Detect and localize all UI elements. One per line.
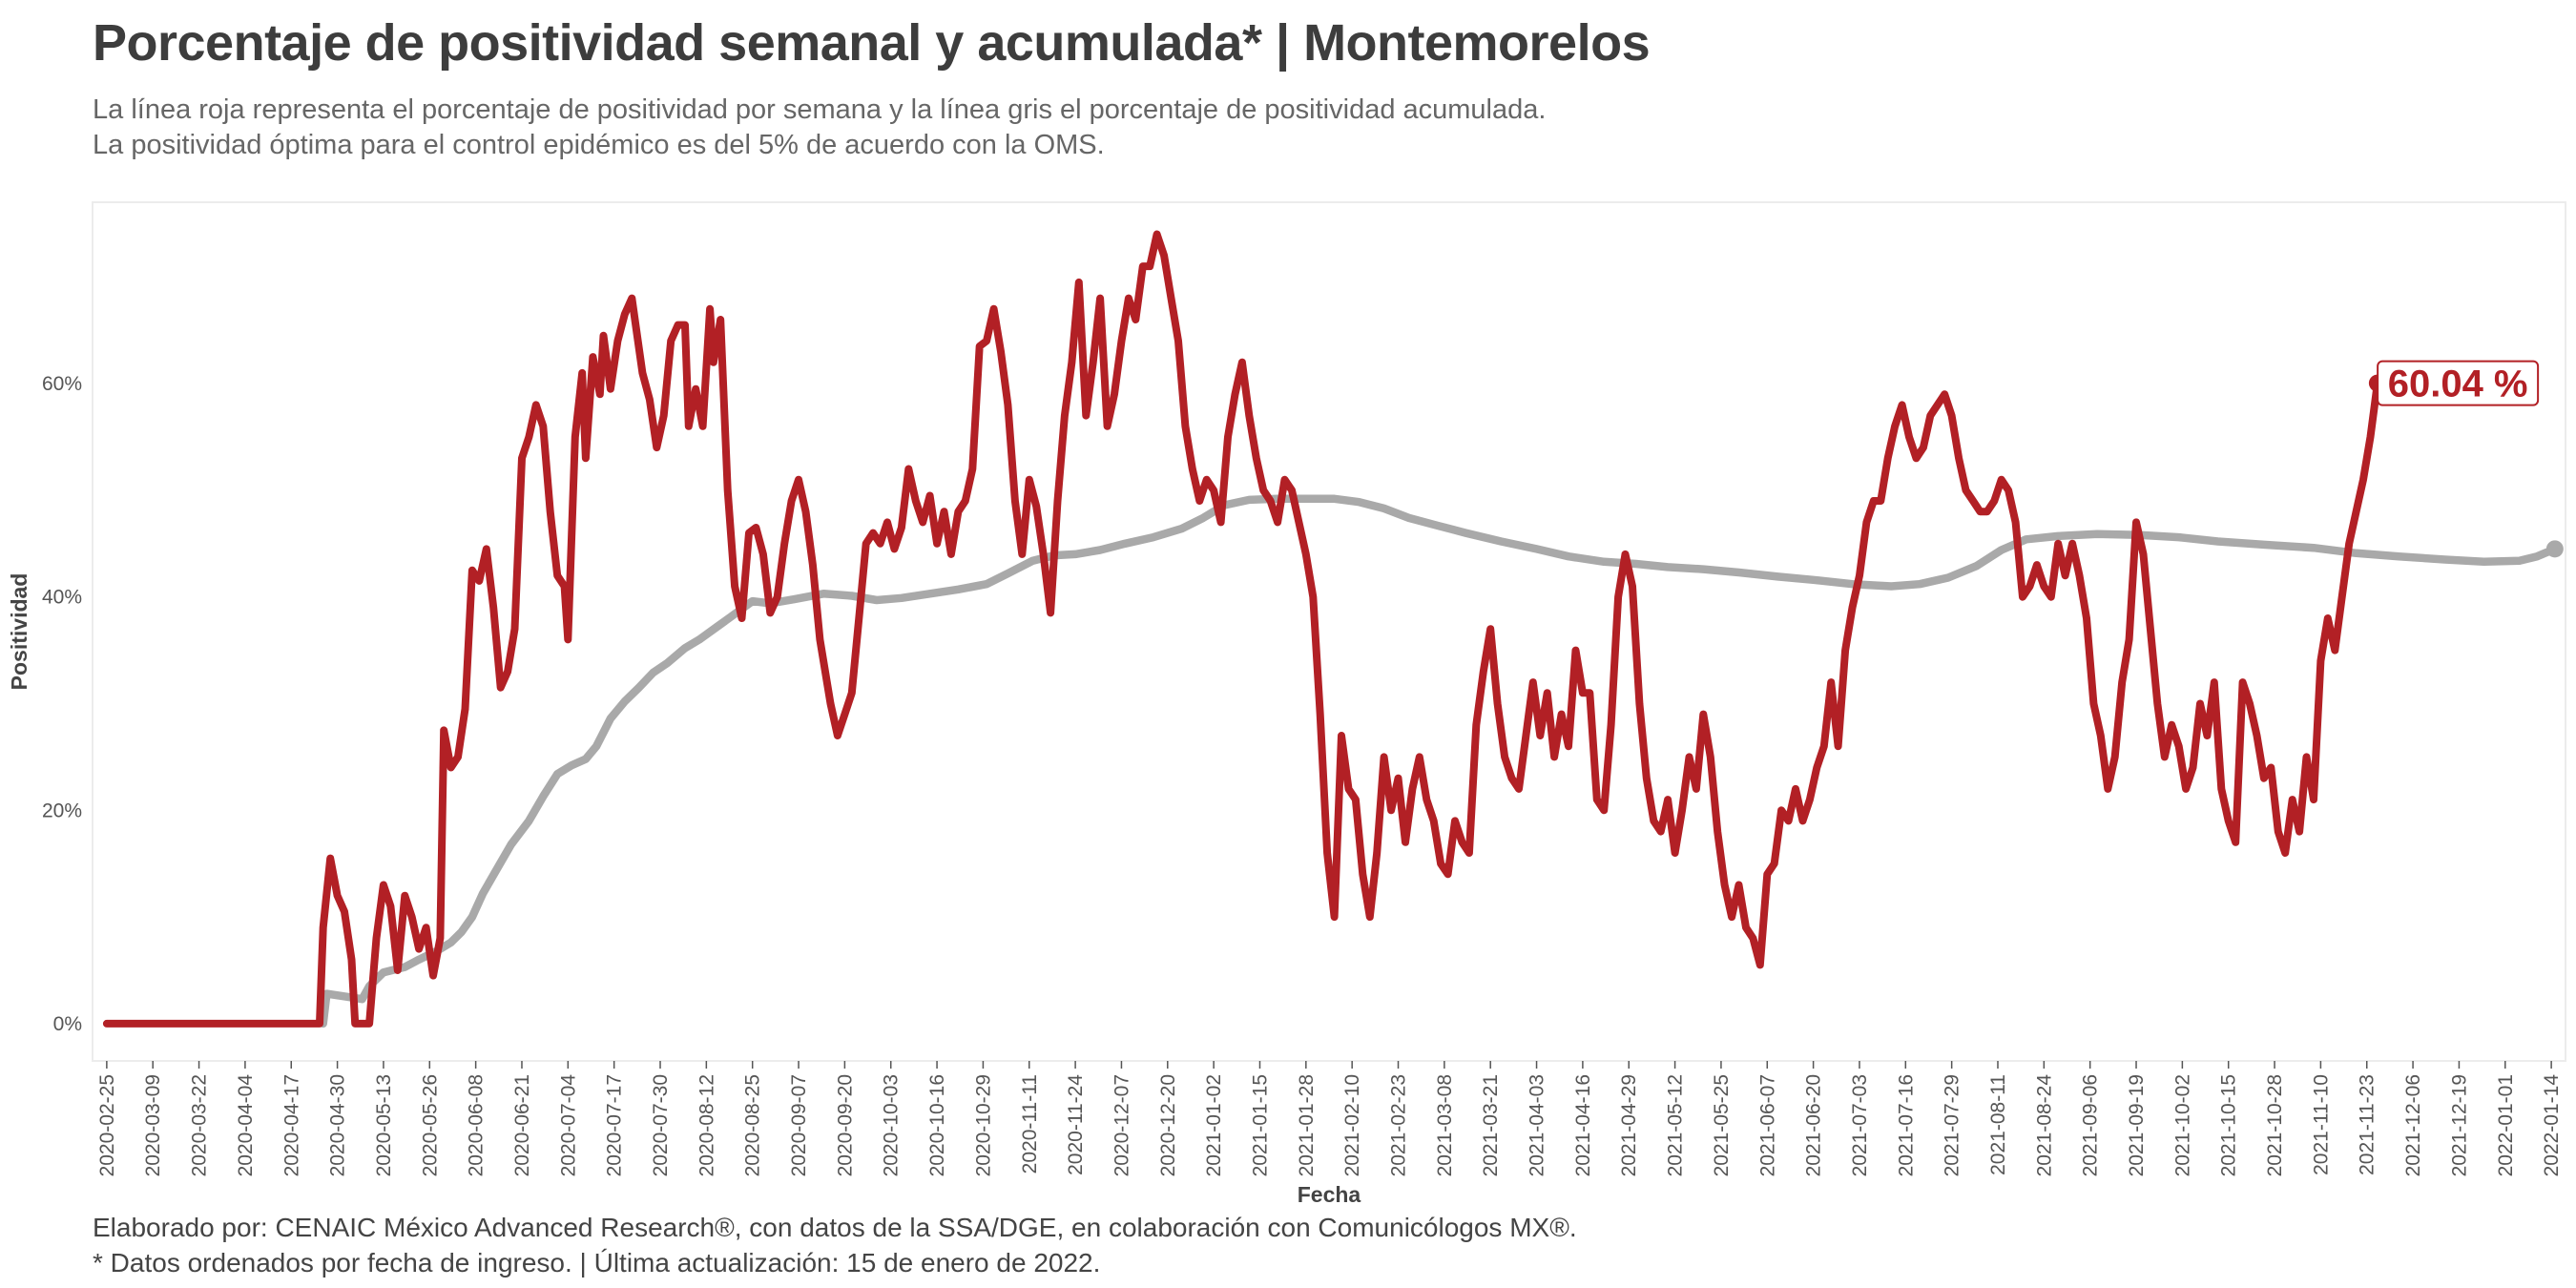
end-label-text: 60.04 % [2388, 364, 2528, 405]
x-tick-label: 2020-03-22 [189, 1074, 211, 1176]
x-tick-label: 2021-01-15 [1249, 1074, 1271, 1176]
x-tick-label: 2021-06-07 [1756, 1074, 1778, 1176]
x-tick-label: 2021-12-19 [2448, 1074, 2470, 1176]
x-tick-label: 2021-02-23 [1388, 1074, 1410, 1176]
y-axis: 0% 20% 40% 60% [42, 373, 82, 1035]
chart-subtitle: La línea roja representa el porcentaje d… [93, 93, 1546, 163]
subtitle-line-2: La positividad óptima para el control ep… [93, 130, 1105, 160]
x-tick-label: 2020-09-20 [834, 1074, 856, 1176]
x-tick-label: 2020-10-29 [972, 1074, 994, 1176]
series-line-semanal [102, 230, 2381, 1028]
x-tick-label: 2020-03-09 [142, 1074, 164, 1176]
x-tick-label: 2021-12-06 [2402, 1074, 2424, 1176]
x-tick-label: 2020-04-17 [280, 1074, 302, 1176]
x-tick-label: 2020-11-24 [1065, 1074, 1087, 1175]
x-tick-label: 2020-07-30 [650, 1074, 672, 1176]
x-tick-label: 2020-07-17 [604, 1074, 626, 1176]
x-tick-label: 2020-04-04 [235, 1074, 257, 1177]
x-tick-label: 2021-06-20 [1803, 1074, 1825, 1176]
x-tick-label: 2020-05-13 [373, 1074, 395, 1176]
x-tick-label: 2021-04-29 [1618, 1074, 1640, 1176]
end-label-box [2377, 360, 2540, 406]
x-tick-label: 2021-03-21 [1480, 1074, 1502, 1176]
x-tick-label: 2020-02-25 [96, 1074, 118, 1176]
chart-title: Porcentaje de positividad semanal y acum… [93, 14, 1651, 72]
x-tick-label: 2021-02-10 [1341, 1074, 1363, 1176]
x-axis: 2020-02-25 2020-03-09 2020-03-22 2020-04-04… [96, 1061, 2563, 1176]
x-tick-label: 2021-11-23 [2357, 1074, 2379, 1175]
x-tick-label: 2021-10-15 [2218, 1074, 2240, 1176]
x-tick-label: 2021-11-10 [2310, 1074, 2332, 1175]
x-tick-label: 2021-01-02 [1203, 1074, 1225, 1176]
y-tick-label: 60% [42, 373, 82, 395]
x-tick-label: 2020-10-03 [881, 1074, 903, 1176]
x-tick-label: 2020-08-25 [742, 1074, 764, 1176]
x-tick-label: 2021-10-28 [2264, 1074, 2286, 1176]
x-tick-label: 2021-09-06 [2080, 1074, 2102, 1176]
x-tick-label: 2021-08-24 [2033, 1074, 2055, 1177]
x-tick-label: 2021-05-12 [1665, 1074, 1687, 1176]
series-end-point-acumulada [2545, 540, 2564, 558]
x-tick-label: 2021-04-16 [1572, 1074, 1594, 1176]
x-tick-label: 2020-07-04 [557, 1074, 579, 1177]
x-tick-label: 2020-08-12 [696, 1074, 717, 1176]
y-axis-title: Positividad [7, 573, 31, 691]
x-tick-label: 2022-01-01 [2495, 1074, 2517, 1176]
x-tick-label: 2021-05-25 [1711, 1074, 1733, 1176]
caption: Elaborado por: CENAIC México Advanced Re… [93, 1210, 1577, 1280]
x-tick-label: 2021-07-29 [1942, 1074, 1963, 1176]
x-tick-label: 2020-05-26 [419, 1074, 441, 1176]
x-axis-title: Fecha [1298, 1182, 1361, 1207]
subtitle-line-1: La línea roja representa el porcentaje d… [93, 94, 1547, 125]
series-line-acumulada [319, 494, 2560, 1028]
x-tick-label: 2020-12-07 [1111, 1074, 1132, 1176]
x-tick-label: 2020-11-11 [1019, 1074, 1041, 1174]
x-tick-label: 2021-01-28 [1296, 1074, 1318, 1176]
x-tick-label: 2020-10-16 [926, 1074, 948, 1176]
end-label: 60.04 % [2377, 360, 2540, 406]
x-tick-label: 2020-09-07 [788, 1074, 810, 1176]
x-tick-label: 2020-06-08 [466, 1074, 488, 1176]
x-tick-label: 2020-12-20 [1157, 1074, 1179, 1176]
x-tick-label: 2021-04-03 [1527, 1074, 1548, 1176]
y-tick-label: 20% [42, 800, 82, 821]
x-tick-label: 2021-10-02 [2171, 1074, 2193, 1176]
y-tick-label: 40% [42, 587, 82, 609]
x-tick-label: 2020-06-21 [511, 1074, 533, 1176]
x-tick-label: 2021-07-03 [1849, 1074, 1871, 1176]
x-tick-label: 2020-04-30 [327, 1074, 349, 1176]
x-tick-label: 2021-09-19 [2126, 1074, 2148, 1176]
x-tick-label: 2021-07-16 [1895, 1074, 1917, 1176]
x-tick-label: 2021-03-08 [1434, 1074, 1456, 1176]
caption-line-2: * Datos ordenados por fecha de ingreso. … [93, 1248, 1101, 1278]
y-tick-label: 0% [53, 1013, 82, 1035]
caption-line-1: Elaborado por: CENAIC México Advanced Re… [93, 1213, 1577, 1242]
x-tick-label: 2022-01-14 [2541, 1074, 2563, 1177]
x-tick-label: 2021-08-11 [1987, 1074, 2009, 1175]
